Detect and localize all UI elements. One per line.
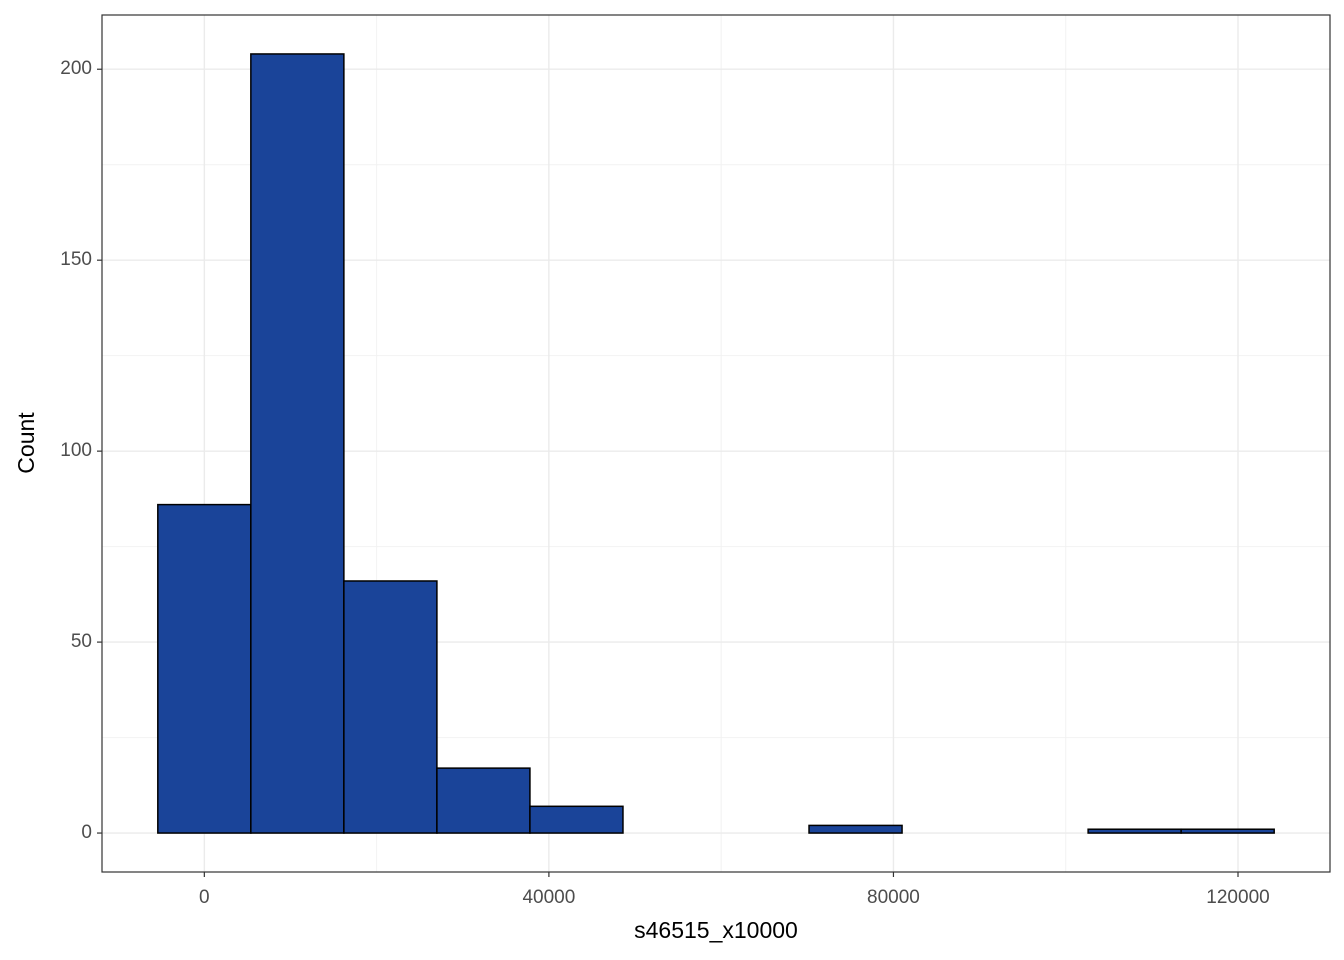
bar bbox=[436, 767, 531, 834]
bar bbox=[808, 824, 903, 834]
panel-border bbox=[101, 14, 1331, 873]
bar bbox=[157, 503, 252, 834]
x-tick-label: 120000 bbox=[1206, 887, 1269, 908]
bar bbox=[250, 53, 345, 834]
x-tick-label: 40000 bbox=[522, 887, 575, 908]
y-tick-label: 200 bbox=[60, 58, 92, 79]
y-tick-label: 150 bbox=[60, 249, 92, 270]
y-tick-label: 50 bbox=[71, 631, 92, 652]
y-tick-label: 100 bbox=[60, 440, 92, 461]
x-axis-title: s46515_x10000 bbox=[634, 917, 798, 943]
bar bbox=[343, 580, 438, 834]
x-tick-label: 80000 bbox=[867, 887, 920, 908]
bar bbox=[1180, 828, 1275, 834]
y-tick-label: 0 bbox=[81, 822, 92, 843]
y-axis-title: Count bbox=[13, 412, 39, 474]
bar bbox=[1087, 828, 1182, 834]
x-tick-label: 0 bbox=[199, 887, 210, 908]
bar bbox=[529, 805, 624, 834]
bars bbox=[157, 53, 1275, 834]
